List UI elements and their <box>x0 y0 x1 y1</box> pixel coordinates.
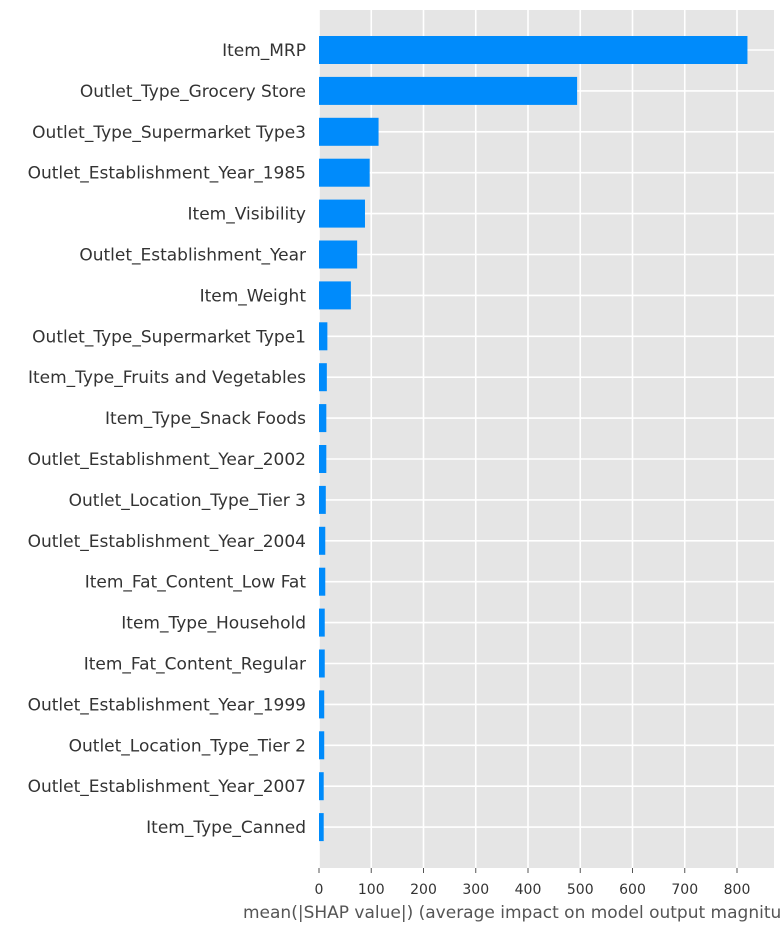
feature-label: Item_Fat_Content_Regular <box>84 655 306 675</box>
x-tick-label: 500 <box>567 882 594 898</box>
feature-label: Item_Weight <box>200 286 307 306</box>
grid-lines <box>318 10 774 868</box>
feature-label: Item_MRP <box>222 41 306 61</box>
bar <box>319 281 351 310</box>
feature-label: Outlet_Establishment_Year_2002 <box>28 450 306 470</box>
feature-label: Outlet_Type_Grocery Store <box>80 82 306 102</box>
feature-label: Outlet_Establishment_Year <box>79 246 306 266</box>
bar <box>319 731 325 760</box>
feature-label: Item_Type_Snack Foods <box>105 409 306 429</box>
x-tick-label: 100 <box>358 882 385 898</box>
x-tick-label: 600 <box>619 882 646 898</box>
plot-background <box>319 10 774 868</box>
x-axis-label: mean(|SHAP value|) (average impact on mo… <box>243 903 780 923</box>
bar <box>319 649 325 678</box>
bar <box>319 445 327 473</box>
bar <box>319 322 328 351</box>
bar <box>319 567 326 596</box>
bar <box>319 404 327 433</box>
x-ticks: 0 100 200 300 400 500 600 700 800 <box>315 868 751 898</box>
feature-label: Outlet_Establishment_Year_2004 <box>28 532 306 552</box>
feature-label: Outlet_Establishment_Year_2007 <box>28 777 306 797</box>
x-tick-label: 800 <box>724 882 751 898</box>
x-tick-label: 700 <box>671 882 698 898</box>
bar <box>319 117 379 146</box>
bar <box>319 485 326 514</box>
feature-label: Item_Type_Fruits and Vegetables <box>28 368 306 388</box>
bar <box>319 76 578 105</box>
x-tick-label: 200 <box>410 882 437 898</box>
x-tick-label: 0 <box>315 882 324 898</box>
feature-label: Item_Visibility <box>188 205 306 225</box>
feature-label: Outlet_Location_Type_Tier 3 <box>69 491 306 511</box>
feature-label: Outlet_Type_Supermarket Type3 <box>32 123 306 143</box>
feature-label: Outlet_Establishment_Year_1999 <box>28 695 306 715</box>
feature-label: Item_Type_Household <box>121 614 306 634</box>
x-tick-label: 400 <box>515 882 542 898</box>
feature-label: Item_Type_Canned <box>146 818 306 838</box>
bar <box>319 363 327 392</box>
feature-labels: Item_MRP Outlet_Type_Grocery Store Outlet_… <box>28 41 307 838</box>
feature-label: Outlet_Type_Supermarket Type1 <box>32 327 306 347</box>
bar <box>319 813 324 842</box>
bar <box>319 608 325 637</box>
bar <box>319 772 324 801</box>
bar <box>319 690 325 719</box>
bar <box>319 526 326 555</box>
x-tick-label: 300 <box>462 882 489 898</box>
bar <box>319 36 748 64</box>
bar <box>319 199 365 228</box>
feature-label: Item_Fat_Content_Low Fat <box>85 573 307 593</box>
feature-label: Outlet_Establishment_Year_1985 <box>28 164 306 184</box>
bars <box>319 36 748 842</box>
bar <box>319 240 358 269</box>
feature-label: Outlet_Location_Type_Tier 2 <box>69 736 306 756</box>
bar <box>319 158 370 187</box>
